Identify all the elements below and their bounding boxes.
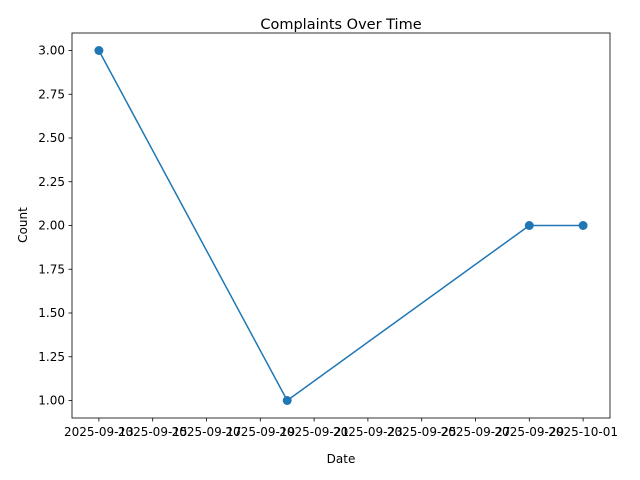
data-point [94,46,104,55]
y-tick-label: 1.50 [38,306,65,320]
series-line [98,50,584,402]
x-tick-label: 2025-09-25 [387,425,457,439]
x-tick-label: 2025-09-13 [64,425,134,439]
y-tick-label: 1.75 [38,262,65,276]
y-tick-label: 3.00 [38,44,65,58]
x-tick-label: 2025-10-01 [548,425,618,439]
y-tick-label: 2.75 [38,87,65,101]
plot-area [71,32,611,419]
data-point [282,396,292,405]
y-axis-label: Count [16,207,30,243]
x-tick-label: 2025-09-29 [494,425,564,439]
y-tick-label: 2.25 [38,175,65,189]
x-axis: 2025-09-132025-09-152025-09-172025-09-19… [64,418,618,439]
y-tick-label: 1.25 [38,350,65,364]
x-tick-label: 2025-09-17 [172,425,242,439]
x-tick-label: 2025-09-23 [333,425,403,439]
data-point [524,221,534,230]
x-tick-label: 2025-09-21 [279,425,349,439]
y-tick-label: 2.00 [38,219,65,233]
data-point [578,221,588,230]
y-tick-label: 2.50 [38,131,65,145]
x-tick-label: 2025-09-15 [118,425,188,439]
x-tick-label: 2025-09-19 [225,425,295,439]
chart-title: Complaints Over Time [260,17,421,33]
y-axis: 1.00 1.25 1.50 1.75 2.00 2.25 2.50 2.75 3.00 [38,44,72,408]
x-tick-label: 2025-09-27 [441,425,511,439]
x-axis-label: Date [327,452,356,466]
series-layer [94,46,588,405]
y-tick-label: 1.00 [38,394,65,408]
